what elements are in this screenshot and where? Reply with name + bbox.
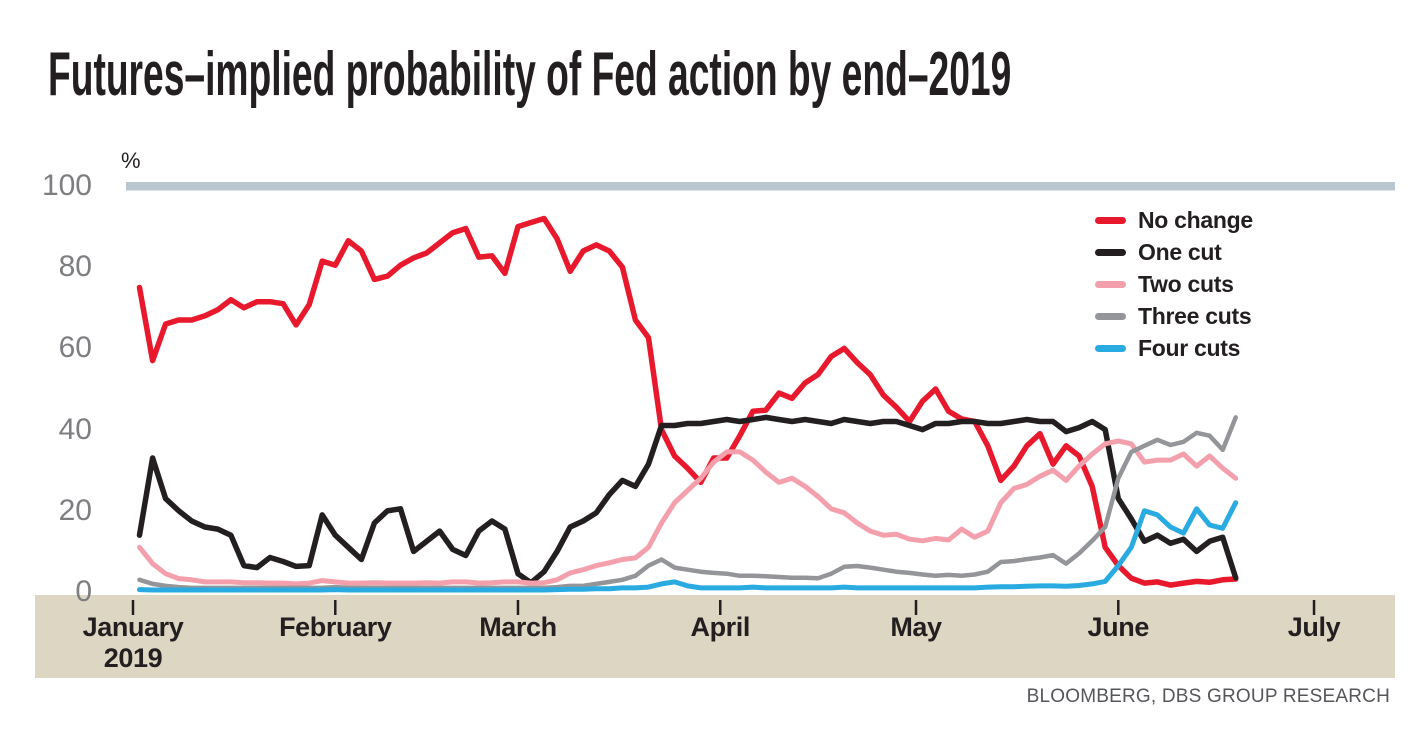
chart-title: Futures–implied probability of Fed actio… (48, 40, 1012, 109)
legend-label: One cut (1138, 238, 1222, 265)
legend-swatch (1095, 344, 1126, 352)
month-label-group: June (1087, 612, 1150, 643)
month-label: June (1087, 612, 1150, 642)
legend-label: No change (1138, 206, 1253, 233)
legend-swatch (1095, 248, 1126, 256)
legend-swatch (1095, 312, 1126, 320)
y-tick-label-0: 0 (75, 575, 92, 608)
legend-item-one-cut: One cut (1095, 236, 1253, 268)
y-tick-label-40: 40 (58, 412, 92, 446)
legend-item-four-cuts: Four cuts (1095, 332, 1253, 364)
month-label-group: May (890, 612, 942, 643)
series-line-two-cuts (137, 438, 1239, 587)
legend-swatch (1095, 280, 1126, 288)
month-label-group: March (479, 612, 557, 643)
month-label-group: July (1287, 612, 1341, 643)
legend-label: Three cuts (1138, 302, 1252, 329)
source-credit: BLOOMBERG, DBS GROUP RESEARCH (1026, 686, 1390, 707)
x-axis-band (35, 595, 1395, 678)
month-sublabel-year: 2019 (103, 643, 163, 673)
legend-label: Two cuts (1138, 270, 1234, 297)
y-axis-unit-label: % (121, 148, 141, 173)
month-label-group: February (279, 612, 392, 643)
legend-swatch (1095, 216, 1126, 224)
legend-label: Four cuts (1138, 334, 1241, 361)
y-tick-label-100: 100 (41, 169, 92, 202)
legend-item-two-cuts: Two cuts (1095, 268, 1253, 300)
month-label-group: April (690, 612, 750, 643)
series-line-four-cuts (137, 500, 1239, 593)
legend-item-no-change: No change (1095, 204, 1253, 236)
month-label: March (479, 612, 557, 642)
month-label-group: January 2019 (83, 612, 184, 674)
series-line-no-change (136, 215, 1239, 588)
series-line-three-cuts (137, 415, 1238, 591)
month-label: May (890, 612, 942, 642)
month-label: February (279, 612, 392, 642)
reference-bar-100 (126, 182, 1395, 191)
y-tick-label-20: 20 (58, 493, 92, 527)
legend-item-three-cuts: Three cuts (1095, 300, 1253, 332)
legend: No change One cut Two cuts Three cuts Four c… (1095, 204, 1253, 364)
y-tick-label-80: 80 (58, 250, 92, 284)
month-label: July (1287, 612, 1341, 642)
series-line-one-cut (136, 414, 1239, 586)
y-tick-label-60: 60 (58, 331, 92, 365)
month-label: January (82, 612, 184, 642)
month-label: April (690, 612, 751, 642)
